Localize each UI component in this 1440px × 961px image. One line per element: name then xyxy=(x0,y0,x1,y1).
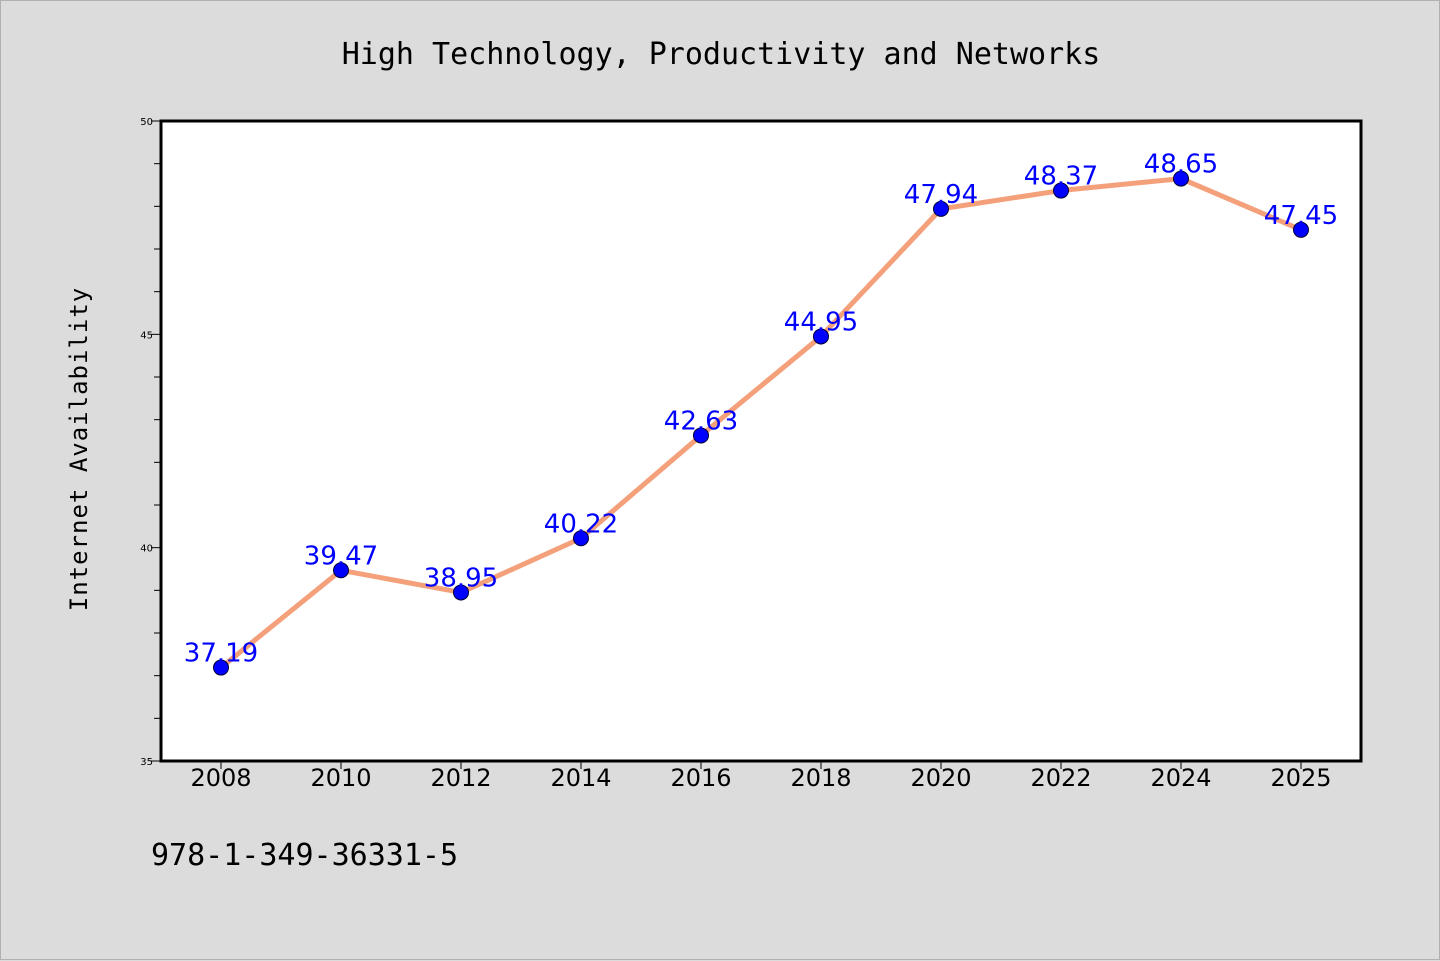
y-axis-label: Internet Availability xyxy=(65,287,93,611)
data-label: 47.45 xyxy=(1264,201,1338,231)
data-label: 37.19 xyxy=(184,639,258,669)
plot-area xyxy=(159,119,1363,763)
data-label: 48.37 xyxy=(1024,162,1098,192)
x-tick-label: 2014 xyxy=(550,764,611,792)
x-tick-label: 2012 xyxy=(430,764,491,792)
x-tick-label: 2022 xyxy=(1030,764,1091,792)
y-tick-label: 40 xyxy=(140,544,153,555)
data-point xyxy=(933,200,949,217)
data-label: 42.63 xyxy=(664,406,738,436)
x-tick-label: 2008 xyxy=(190,764,251,792)
data-point xyxy=(1173,170,1189,187)
data-point xyxy=(213,659,229,676)
x-tick-label: 2024 xyxy=(1150,764,1211,792)
data-point xyxy=(693,427,709,444)
data-point xyxy=(1053,182,1069,199)
x-tick-label: 2020 xyxy=(910,764,971,792)
isbn-text: 978-1-349-36331-5 xyxy=(151,838,458,873)
data-label: 48.65 xyxy=(1144,150,1218,180)
data-label: 47.94 xyxy=(904,180,978,210)
data-labels: 37.19 39.47 38.95 40.22 42.63 44.95 47.94 48.37… xyxy=(184,150,1338,669)
x-axis: 2008 2010 2012 2014 2016 2018 2020 2022 2024 2025 xyxy=(190,761,1332,792)
y-axis: 35 40 45 50 xyxy=(140,117,161,768)
y-tick-label: 45 xyxy=(140,330,153,341)
data-label: 40.22 xyxy=(544,509,618,539)
data-point xyxy=(1293,221,1309,238)
series-line xyxy=(218,176,1304,671)
data-point xyxy=(453,584,469,601)
data-point xyxy=(333,562,349,579)
data-point xyxy=(813,328,829,345)
data-point xyxy=(573,530,589,547)
y-tick-label: 35 xyxy=(140,757,153,768)
data-label: 39.47 xyxy=(304,541,378,571)
x-tick-label: 2025 xyxy=(1270,764,1331,792)
x-tick-label: 2018 xyxy=(790,764,851,792)
chart-title: High Technology, Productivity and Networ… xyxy=(342,37,1101,72)
x-tick-label: 2010 xyxy=(310,764,371,792)
data-label: 44.95 xyxy=(784,307,858,337)
y-tick-label: 50 xyxy=(140,117,153,128)
series-layer xyxy=(213,170,1309,676)
x-tick-label: 2016 xyxy=(670,764,731,792)
data-label: 38.95 xyxy=(424,563,498,593)
